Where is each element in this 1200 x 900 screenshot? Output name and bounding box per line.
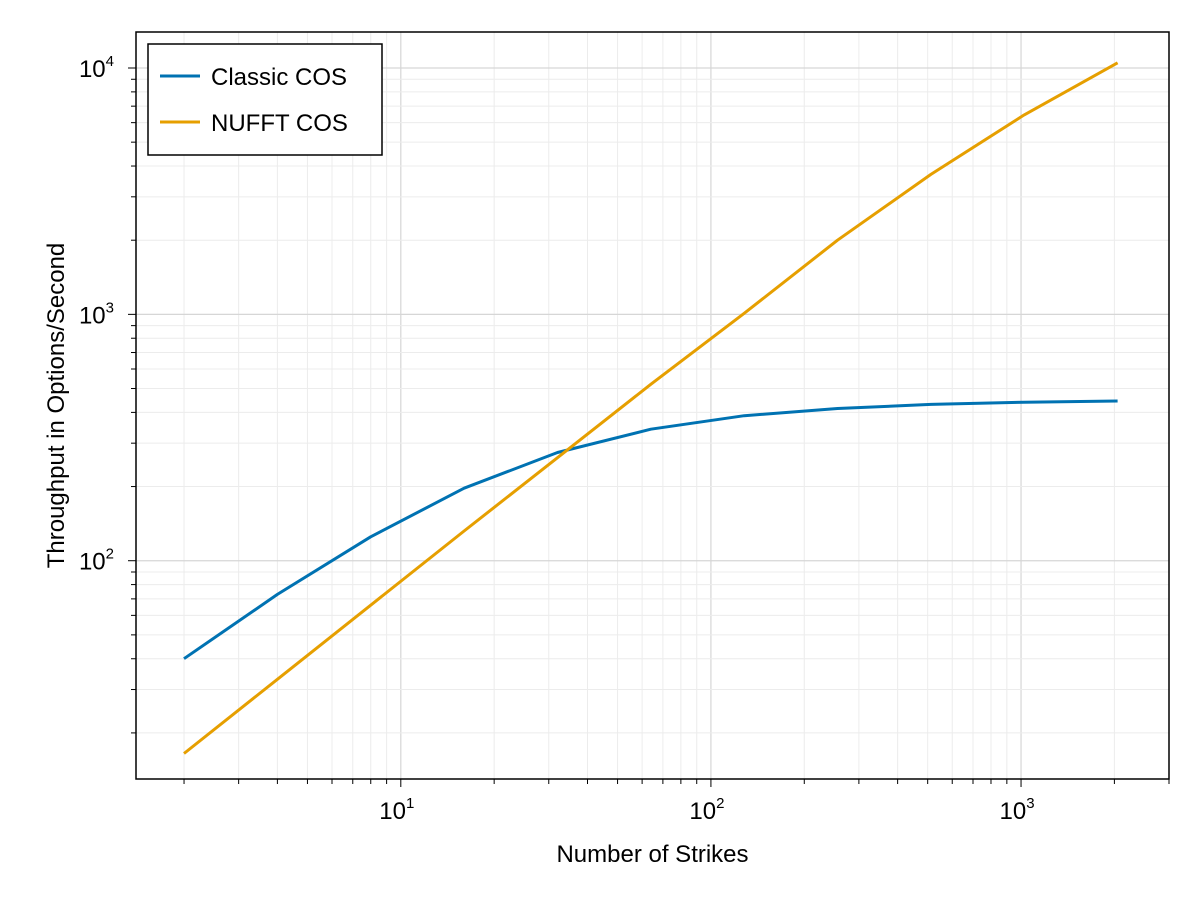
y-axis-label: Throughput in Options/Second: [43, 243, 70, 569]
series-1: [183, 61, 1119, 755]
series-line: [183, 61, 1119, 755]
y-tick-label: 104: [79, 53, 114, 83]
plot-frame: [135, 31, 1170, 780]
series-0: [183, 399, 1118, 660]
x-tick-label: 103: [1000, 795, 1035, 825]
x-axis-label: Number of Strikes: [556, 841, 748, 868]
y-tick-label: 103: [79, 299, 114, 329]
series-line: [183, 399, 1118, 660]
ticks: 101 102 103 102 103 104: [79, 53, 1170, 825]
y-tick-label: 102: [79, 546, 114, 576]
x-tick-label: 101: [379, 795, 414, 825]
series-layer: [183, 61, 1119, 755]
legend-box: [147, 43, 383, 156]
legend-label: NUFFT COS: [211, 110, 348, 137]
x-tick-label: 102: [689, 795, 724, 825]
legend: Classic COS NUFFT COS: [147, 43, 383, 156]
grid: [136, 32, 1170, 779]
legend-label: Classic COS: [211, 64, 347, 91]
